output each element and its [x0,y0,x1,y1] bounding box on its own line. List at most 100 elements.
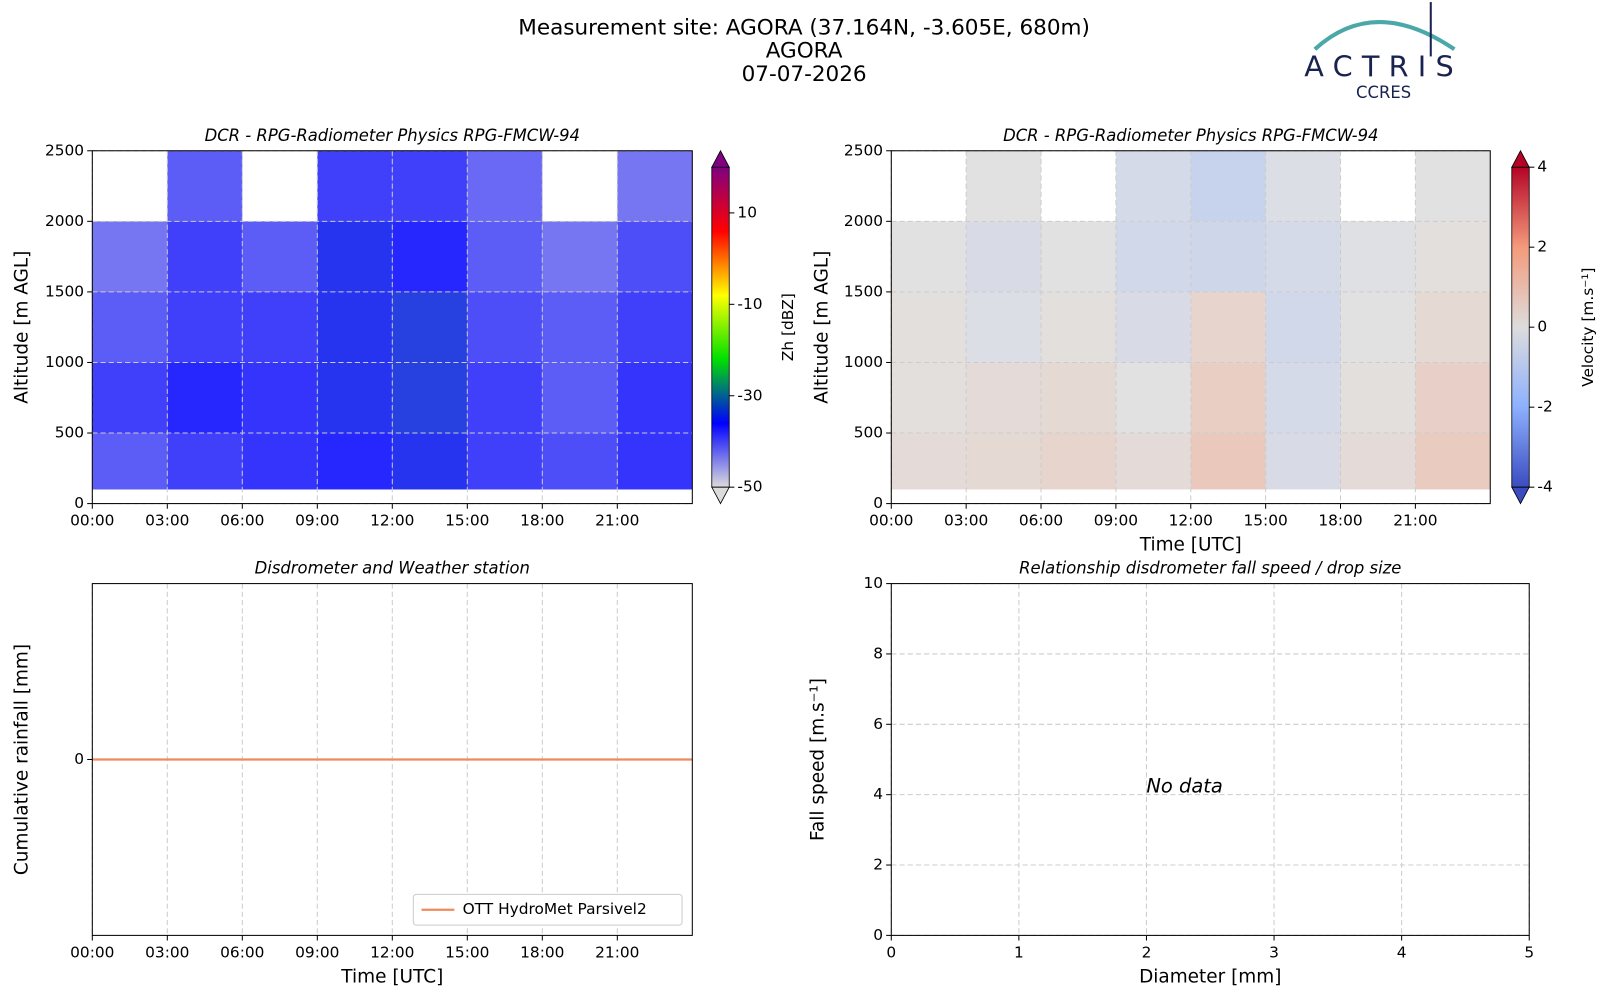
heatmap-cell [92,291,168,363]
heatmap-cell [167,362,243,434]
colorbar-label: Velocity [m.s⁻¹] [1579,267,1597,386]
heatmap-cell [1265,221,1341,292]
y-tick-label: 0 [873,926,883,944]
y-tick-label: 1500 [45,282,84,300]
colorbar-tick-label: 2 [1537,238,1547,256]
heatmap-cell [966,150,1042,222]
y-tick-label: 10 [863,574,883,592]
heatmap-cell [966,433,1042,490]
y-tick-label: 2500 [844,141,883,159]
colorbar-tick-label: 4 [1537,158,1547,176]
heatmap-cell [317,433,393,490]
heatmap-cell [392,291,468,363]
x-tick-label: 06:00 [220,943,264,961]
heatmap-cell [1190,150,1266,222]
heatmap-cell [1340,291,1416,363]
heatmap-cell [1340,433,1416,490]
header-line: Measurement site: AGORA (37.164N, -3.605… [518,16,1090,41]
colorbar-tick-label: 10 [737,203,757,221]
colorbar-extend [711,149,730,168]
colorbar-tick-label: -2 [1537,398,1552,416]
heatmap-cell [891,362,967,434]
heatmap-cell [1340,221,1416,292]
y-tick-label: 4 [873,785,883,803]
heatmap-cell [467,362,543,434]
x-tick-label: 21:00 [595,512,639,530]
heatmap-cell [966,291,1042,363]
heatmap-cell [617,291,693,363]
panel: DCR - RPG-Radiometer Physics RPG-FMCW-94… [812,126,1598,556]
panel-title: Disdrometer and Weather station [255,559,530,578]
y-axis-label: Altitude [m AGL] [12,251,33,404]
heatmap-cell [542,433,618,490]
heatmap-cell [1041,433,1116,490]
plot-frame [91,583,693,936]
heatmap-cell [891,291,967,363]
heatmap-cell [242,221,318,292]
annotation: No data [1146,775,1223,798]
x-tick-label: 09:00 [1094,512,1138,530]
y-tick-label: 0 [74,750,84,768]
heatmap-cell [966,362,1042,434]
y-axis-label: Altitude [m AGL] [812,251,833,404]
colorbar-tick-label: -10 [737,295,762,313]
x-tick-label: 21:00 [1393,512,1437,530]
heatmap-cell [467,433,543,490]
x-tick-label: 00:00 [70,943,114,961]
x-tick-label: 4 [1397,943,1407,961]
heatmap-cell [317,221,393,292]
x-tick-label: 06:00 [1019,512,1063,530]
heatmap-cell [242,362,318,434]
y-tick-label: 6 [873,715,883,733]
heatmap-cell [1415,362,1491,434]
logo-subtext: CCRES [1356,83,1411,102]
y-tick-label: 1500 [844,282,883,300]
colorbar-tick-label: 0 [1537,318,1547,336]
x-tick-label: 15:00 [445,512,489,530]
panel-title: DCR - RPG-Radiometer Physics RPG-FMCW-94 [1003,126,1378,145]
y-axis-label: Cumulative rainfall [mm] [12,644,33,875]
heatmap-cell [1115,291,1191,363]
x-axis-label: Diameter [mm] [1139,966,1281,987]
x-tick-label: 03:00 [145,512,189,530]
colorbar-extend [1511,486,1530,505]
heatmap-cell [92,221,168,292]
plot-frame [91,150,693,505]
x-axis-label: Time [UTC] [340,966,443,987]
heatmap-cell [167,291,243,363]
x-tick-label: 15:00 [445,943,489,961]
heatmap-cell [1115,433,1191,490]
header-line: AGORA [766,38,843,63]
colorbar [1511,166,1530,488]
x-tick-label: 2 [1142,943,1152,961]
panel-title: Relationship disdrometer fall speed / dr… [1019,559,1401,578]
x-tick-label: 5 [1524,943,1534,961]
x-tick-label: 03:00 [145,943,189,961]
heatmap-cell [1041,221,1116,292]
x-tick-label: 0 [886,943,896,961]
heatmap-cell [317,362,393,434]
heatmap-cell [467,150,543,222]
heatmap-cell [1265,362,1341,434]
x-tick-label: 18:00 [1318,512,1362,530]
heatmap-cell [1115,362,1191,434]
heatmap-cell [317,150,393,222]
plot-frame [890,150,1491,505]
y-tick-label: 500 [854,424,883,442]
x-axis-label: Time [UTC] [1139,535,1242,556]
y-tick-label: 0 [74,494,84,512]
y-tick-label: 2000 [844,212,883,230]
y-tick-label: 2500 [45,141,84,159]
heatmap-cell [1190,221,1266,292]
heatmap-cell [1340,362,1416,434]
panel-title: DCR - RPG-Radiometer Physics RPG-FMCW-94 [205,126,580,145]
heatmap-cell [167,433,243,490]
heatmap-cell [1190,362,1266,434]
heatmap-cell [542,221,618,292]
x-tick-label: 15:00 [1243,512,1287,530]
x-tick-label: 18:00 [520,943,564,961]
heatmap-cell [617,362,693,434]
y-tick-label: 1000 [844,353,883,371]
heatmap-cell [92,433,168,490]
heatmap-cell [392,221,468,292]
